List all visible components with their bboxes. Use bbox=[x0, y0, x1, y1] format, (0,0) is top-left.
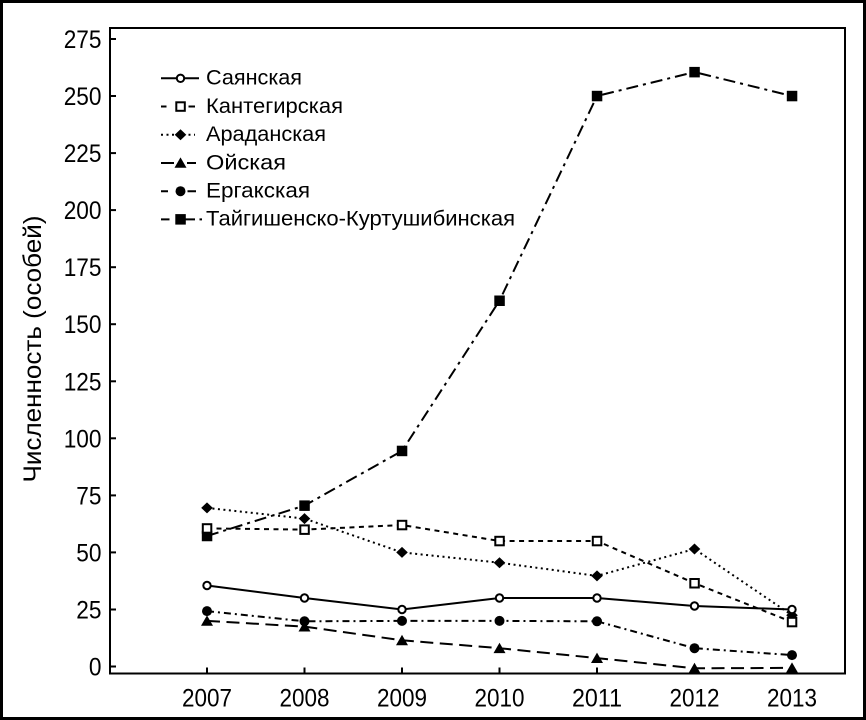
svg-text:25: 25 bbox=[76, 597, 101, 625]
svg-text:275: 275 bbox=[64, 26, 102, 54]
svg-text:75: 75 bbox=[76, 482, 101, 510]
svg-text:225: 225 bbox=[64, 140, 102, 168]
svg-text:2009: 2009 bbox=[377, 685, 427, 713]
svg-text:200: 200 bbox=[64, 197, 102, 225]
svg-text:2010: 2010 bbox=[475, 685, 525, 713]
svg-text:175: 175 bbox=[64, 254, 102, 282]
svg-text:150: 150 bbox=[64, 311, 102, 339]
svg-text:Численность (особей): Численность (особей) bbox=[19, 216, 47, 483]
svg-text:2012: 2012 bbox=[670, 685, 720, 713]
svg-text:Саянская: Саянская bbox=[206, 66, 302, 90]
svg-text:2007: 2007 bbox=[182, 685, 232, 713]
svg-text:50: 50 bbox=[76, 539, 101, 567]
svg-text:100: 100 bbox=[64, 425, 102, 453]
svg-text:Араданская: Араданская bbox=[206, 122, 326, 146]
svg-text:Ергакская: Ергакская bbox=[206, 179, 310, 203]
svg-text:Ойская: Ойская bbox=[206, 150, 286, 174]
svg-text:2011: 2011 bbox=[572, 685, 622, 713]
svg-text:0: 0 bbox=[89, 654, 102, 682]
svg-text:125: 125 bbox=[64, 368, 102, 396]
svg-text:250: 250 bbox=[64, 83, 102, 111]
svg-text:Тайгишенско-Куртушибинская: Тайгишенско-Куртушибинская bbox=[206, 207, 515, 231]
svg-text:Кантегирская: Кантегирская bbox=[206, 94, 343, 118]
svg-text:2008: 2008 bbox=[280, 685, 330, 713]
svg-text:2013: 2013 bbox=[767, 685, 817, 713]
